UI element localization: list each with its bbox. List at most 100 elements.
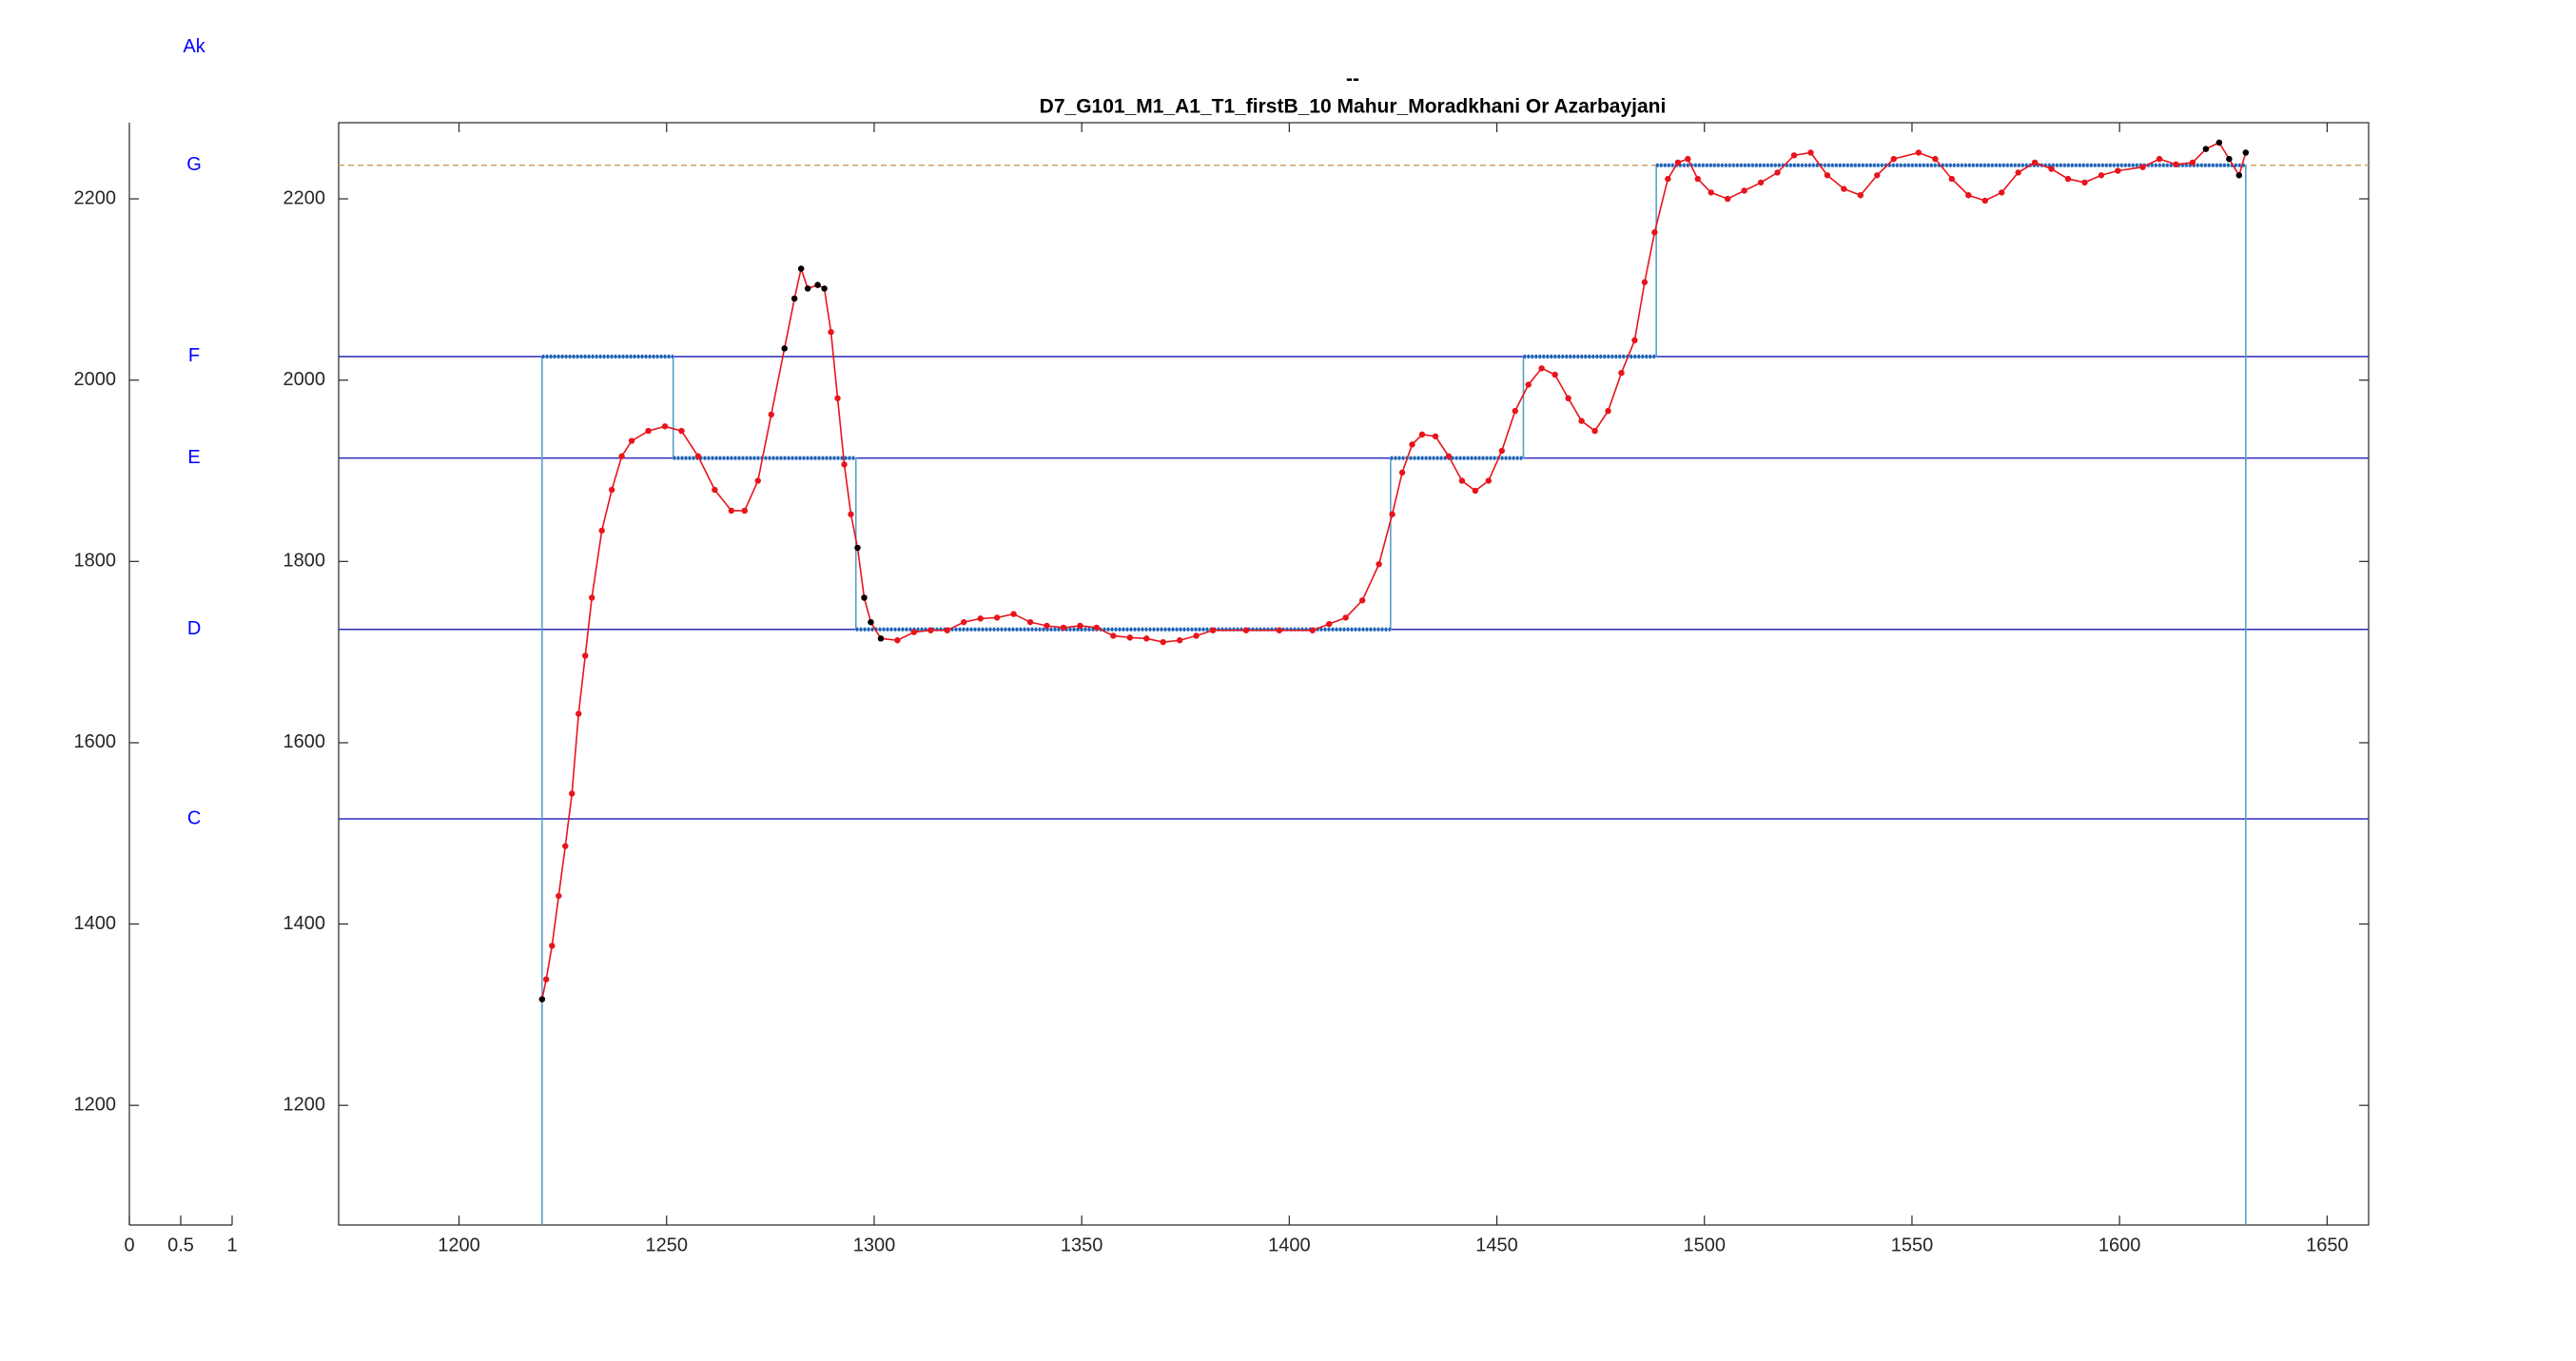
- data-point: [868, 618, 874, 626]
- data-point: [910, 629, 918, 635]
- data-point: [1631, 337, 1638, 343]
- data-point: [834, 395, 841, 401]
- y-tick-label: 1600: [283, 731, 326, 752]
- data-point: [790, 295, 798, 302]
- data-point: [598, 527, 605, 535]
- data-point: [1512, 407, 1518, 415]
- data-point: [1651, 229, 1658, 236]
- data-point: [618, 453, 625, 459]
- data-point: [804, 285, 811, 292]
- data-point: [2215, 139, 2223, 146]
- y-tick-label: 2200: [283, 187, 326, 208]
- x-tick-label: 1: [226, 1235, 237, 1255]
- data-point: [1841, 185, 1847, 192]
- data-point: [1790, 152, 1798, 159]
- data-point: [1857, 192, 1864, 199]
- data-point: [1685, 155, 1691, 163]
- note-label: E: [187, 447, 200, 468]
- data-point: [2235, 172, 2243, 179]
- data-point: [814, 282, 821, 288]
- note-label: F: [188, 345, 200, 366]
- data-point: [1276, 627, 1283, 633]
- data-point: [576, 710, 582, 717]
- data-point: [927, 627, 934, 633]
- data-point: [645, 427, 652, 435]
- data-point: [1193, 632, 1200, 639]
- x-tick-label: 1350: [1061, 1235, 1103, 1255]
- data-point: [1432, 433, 1439, 439]
- x-tick-label: 1300: [853, 1235, 896, 1255]
- data-point: [894, 637, 901, 644]
- data-point: [1807, 149, 1814, 156]
- data-point: [1757, 179, 1765, 186]
- data-point: [1398, 469, 1406, 476]
- data-point: [741, 507, 748, 515]
- data-point: [841, 461, 848, 468]
- data-point: [1694, 175, 1701, 183]
- data-point: [781, 345, 788, 352]
- data-point: [1565, 395, 1571, 401]
- plot-frame: [338, 122, 2370, 1226]
- data-point: [1309, 627, 1316, 633]
- data-point: [1376, 560, 1382, 568]
- data-point: [1110, 632, 1117, 639]
- data-point: [977, 615, 984, 622]
- x-tick-label: 0.5: [167, 1235, 194, 1255]
- data-point: [1176, 637, 1183, 644]
- x-tick-label: 1200: [438, 1235, 480, 1255]
- data-point: [694, 453, 702, 459]
- data-point: [1525, 381, 1532, 388]
- note-label: C: [187, 807, 201, 828]
- data-point: [797, 265, 805, 272]
- note-label: Ak: [183, 36, 205, 57]
- data-point: [2081, 179, 2088, 186]
- x-tick-label: 1500: [1684, 1235, 1727, 1255]
- data-point: [1948, 175, 1956, 183]
- chart-title: D7_G101_M1_A1_T1_firstB_10 Mahur_Moradkh…: [1040, 96, 1667, 118]
- data-point: [2048, 165, 2055, 172]
- data-point: [1409, 441, 1415, 448]
- data-point: [2242, 149, 2250, 156]
- data-point: [848, 511, 854, 517]
- data-point: [1538, 365, 1545, 372]
- data-point: [661, 423, 669, 430]
- data-point: [1578, 418, 1585, 424]
- data-point: [608, 486, 615, 494]
- data-point: [1077, 622, 1083, 630]
- data-point: [712, 486, 718, 494]
- data-point: [569, 790, 576, 797]
- data-point: [1389, 511, 1395, 517]
- data-point: [1741, 187, 1747, 194]
- data-point: [1445, 453, 1453, 459]
- data-point: [2202, 146, 2210, 152]
- data-point: [628, 437, 635, 444]
- note-label: D: [187, 618, 201, 639]
- y-tick-label: 1800: [74, 551, 117, 572]
- data-point: [2139, 164, 2146, 170]
- data-point: [1605, 407, 1611, 415]
- y-tick-label: 1400: [74, 913, 117, 934]
- y-tick-label: 1600: [74, 731, 117, 752]
- note-label: A: [187, 0, 201, 4]
- data-point: [1591, 427, 1598, 435]
- data-point: [1641, 279, 1649, 285]
- data-point: [1126, 634, 1133, 641]
- data-point: [543, 976, 550, 982]
- data-point: [562, 843, 569, 849]
- data-point: [1618, 369, 1625, 377]
- x-tick-label: 1550: [1891, 1235, 1934, 1255]
- data-point: [961, 618, 967, 626]
- y-tick-label: 1200: [74, 1094, 117, 1115]
- data-point: [1674, 159, 1682, 166]
- data-point: [861, 594, 868, 601]
- data-point: [1143, 635, 1150, 642]
- data-point: [1774, 169, 1781, 176]
- series-line: [541, 141, 2247, 1000]
- y-tick-label: 1400: [283, 913, 326, 934]
- data-point: [1458, 477, 1466, 484]
- data-point: [821, 285, 828, 292]
- data-point: [1708, 189, 1714, 196]
- data-point: [549, 943, 556, 949]
- data-point: [993, 614, 1001, 621]
